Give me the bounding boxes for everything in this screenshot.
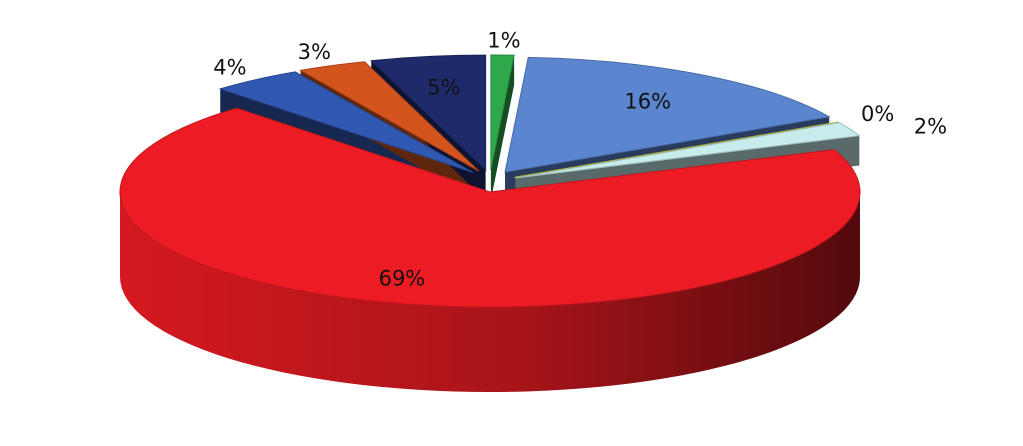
- data-label: 1%: [487, 28, 520, 52]
- slice-side: [120, 192, 860, 392]
- data-label: 2%: [914, 114, 947, 138]
- data-label: 4%: [213, 55, 246, 79]
- data-label: 0%: [861, 102, 894, 126]
- data-label: 69%: [379, 267, 426, 291]
- slice: [218, 71, 474, 174]
- slice: [299, 61, 480, 172]
- data-label: 3%: [298, 40, 331, 64]
- slice-side: [490, 55, 515, 200]
- slice: [370, 54, 487, 172]
- slice: [514, 121, 839, 178]
- slice: [119, 107, 861, 308]
- data-label: 16%: [624, 89, 671, 113]
- data-label: 5%: [427, 75, 460, 99]
- slice: [490, 54, 515, 171]
- slice: [515, 122, 861, 179]
- slice: [504, 56, 831, 173]
